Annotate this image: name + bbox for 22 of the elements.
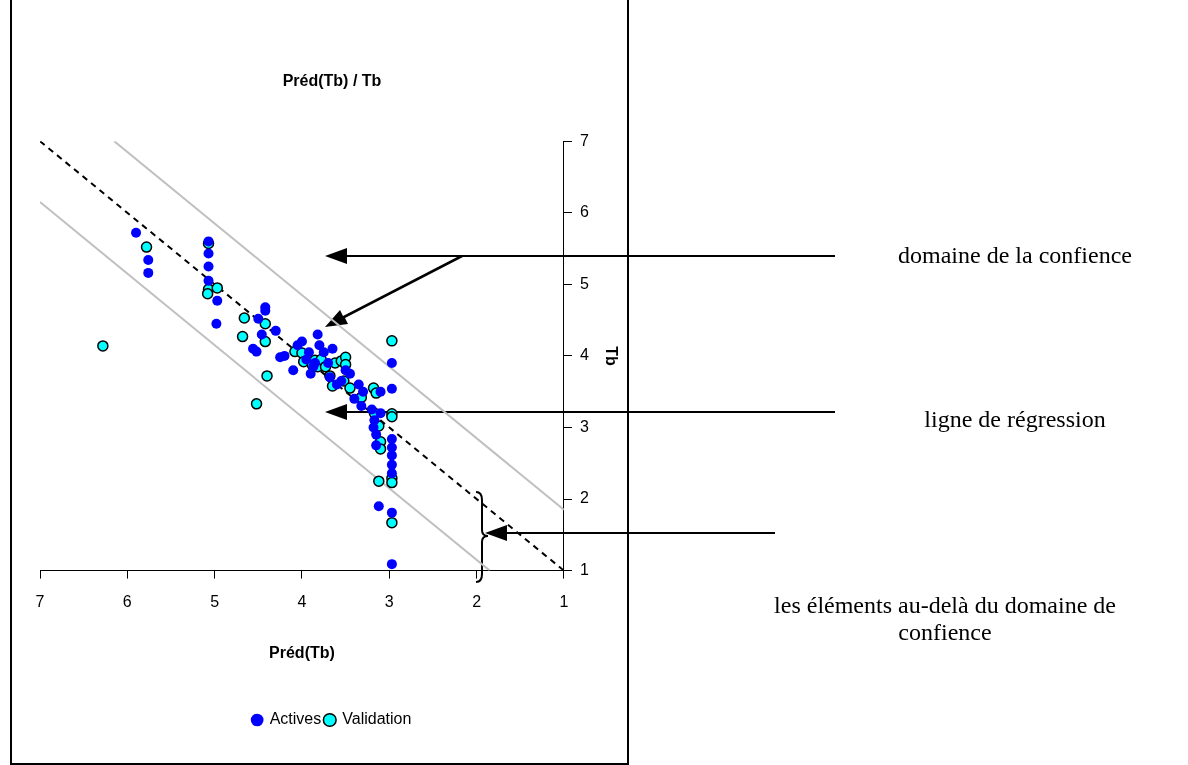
y-tick-label: 5 — [579, 274, 589, 292]
text: les éléments au-delà du domaine de confience — [773, 592, 1117, 646]
y-tick-label: 3 — [579, 417, 589, 435]
y-tick-label: 1 — [579, 561, 589, 579]
y-tick-label: 7 — [579, 131, 589, 149]
x-tick-label: 4 — [297, 592, 307, 610]
y-axis-title: Tb — [602, 346, 620, 366]
x-tick-label: 3 — [384, 592, 394, 610]
x-tick-label: 1 — [559, 592, 569, 610]
y-tick-label: 4 — [579, 346, 589, 364]
y-tick-label: 2 — [579, 489, 589, 507]
y-tick-label: 6 — [579, 203, 589, 221]
legend-label: Actives — [269, 710, 322, 728]
x-tick-label: 7 — [35, 592, 45, 610]
legend-label: Validation — [342, 710, 412, 728]
x-tick-label: 2 — [472, 592, 482, 610]
x-axis-title: Préd(Tb) — [269, 643, 335, 661]
text: ligne de régression — [923, 406, 1107, 433]
chart-title: Préd(Tb) / Tb — [282, 72, 382, 90]
x-tick-label: 5 — [210, 592, 220, 610]
x-tick-label: 6 — [122, 592, 132, 610]
text: domaine de la confience — [897, 242, 1133, 269]
